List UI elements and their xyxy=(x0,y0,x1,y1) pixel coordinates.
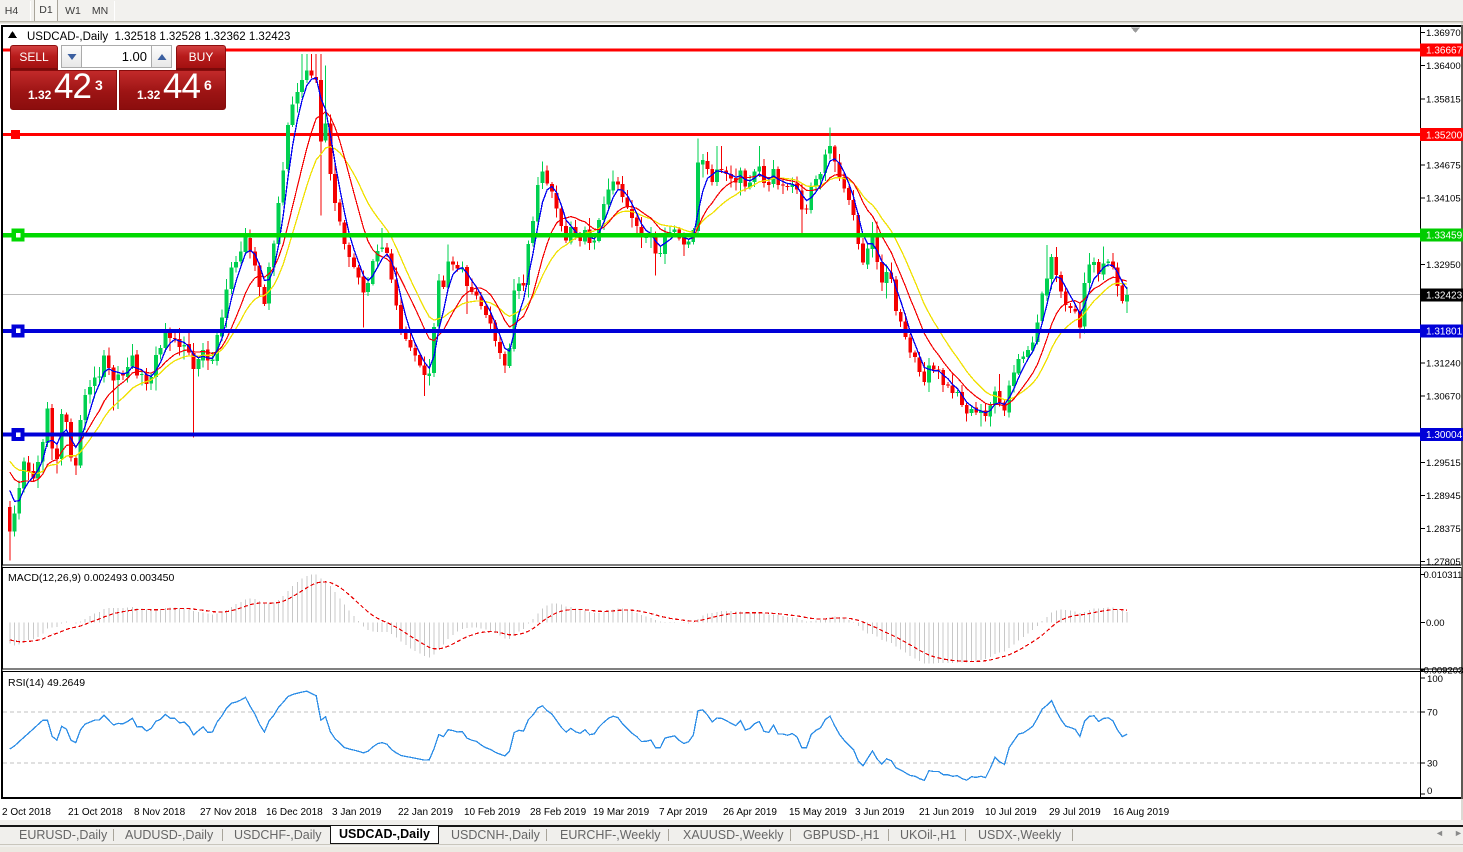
svg-text:1.34675: 1.34675 xyxy=(1426,161,1461,172)
svg-text:1.32950: 1.32950 xyxy=(1426,260,1461,271)
svg-text:27 Nov 2018: 27 Nov 2018 xyxy=(200,807,257,818)
svg-text:22 Jan 2019: 22 Jan 2019 xyxy=(398,807,453,818)
svg-text:7 Apr 2019: 7 Apr 2019 xyxy=(659,807,708,818)
svg-text:1.30004: 1.30004 xyxy=(1426,430,1463,441)
svg-text:30: 30 xyxy=(1427,758,1438,769)
svg-text:1.35815: 1.35815 xyxy=(1426,95,1461,106)
svg-text:USDCAD-,Daily 1.32518 1.32528: USDCAD-,Daily 1.32518 1.32528 1.32362 1.… xyxy=(27,31,290,43)
svg-text:26 Apr 2019: 26 Apr 2019 xyxy=(723,807,777,818)
svg-text:2 Oct 2018: 2 Oct 2018 xyxy=(2,807,51,818)
svg-text:10 Feb 2019: 10 Feb 2019 xyxy=(464,807,521,818)
svg-text:3 Jun 2019: 3 Jun 2019 xyxy=(855,807,905,818)
svg-text:0: 0 xyxy=(1427,786,1432,797)
svg-text:0.00: 0.00 xyxy=(1426,618,1445,629)
svg-text:21 Oct 2018: 21 Oct 2018 xyxy=(68,807,123,818)
svg-text:16 Dec 2018: 16 Dec 2018 xyxy=(266,807,323,818)
svg-text:1.36667: 1.36667 xyxy=(1426,46,1463,57)
svg-text:16 Aug 2019: 16 Aug 2019 xyxy=(1113,807,1170,818)
svg-text:1.29515: 1.29515 xyxy=(1426,458,1461,469)
svg-text:1.28375: 1.28375 xyxy=(1426,524,1461,535)
svg-text:RSI(14) 49.2649: RSI(14) 49.2649 xyxy=(8,677,85,689)
svg-text:1.31240: 1.31240 xyxy=(1426,359,1461,370)
svg-text:8 Nov 2018: 8 Nov 2018 xyxy=(134,807,186,818)
svg-text:1.30670: 1.30670 xyxy=(1426,392,1461,403)
svg-text:29 Jul 2019: 29 Jul 2019 xyxy=(1049,807,1101,818)
svg-text:70: 70 xyxy=(1427,708,1438,719)
svg-text:1.34105: 1.34105 xyxy=(1426,193,1461,204)
svg-text:1.36970: 1.36970 xyxy=(1426,28,1461,39)
svg-text:10 Jul 2019: 10 Jul 2019 xyxy=(985,807,1037,818)
svg-text:0.010311: 0.010311 xyxy=(1424,570,1463,581)
svg-text:1.33459: 1.33459 xyxy=(1426,231,1463,242)
svg-text:1.36400: 1.36400 xyxy=(1426,61,1461,72)
svg-text:15 May 2019: 15 May 2019 xyxy=(789,807,847,818)
svg-text:MACD(12,26,9) 0.002493 0.00345: MACD(12,26,9) 0.002493 0.003450 xyxy=(8,572,175,584)
svg-text:28 Feb 2019: 28 Feb 2019 xyxy=(530,807,587,818)
svg-text:1.32423: 1.32423 xyxy=(1426,291,1463,302)
svg-text:100: 100 xyxy=(1427,674,1443,685)
svg-text:1.27805: 1.27805 xyxy=(1426,557,1461,568)
svg-text:21 Jun 2019: 21 Jun 2019 xyxy=(919,807,974,818)
svg-text:3 Jan 2019: 3 Jan 2019 xyxy=(332,807,382,818)
svg-text:1.31801: 1.31801 xyxy=(1426,326,1463,337)
svg-text:1.35200: 1.35200 xyxy=(1426,130,1463,141)
svg-text:19 Mar 2019: 19 Mar 2019 xyxy=(593,807,650,818)
svg-text:1.28945: 1.28945 xyxy=(1426,491,1461,502)
